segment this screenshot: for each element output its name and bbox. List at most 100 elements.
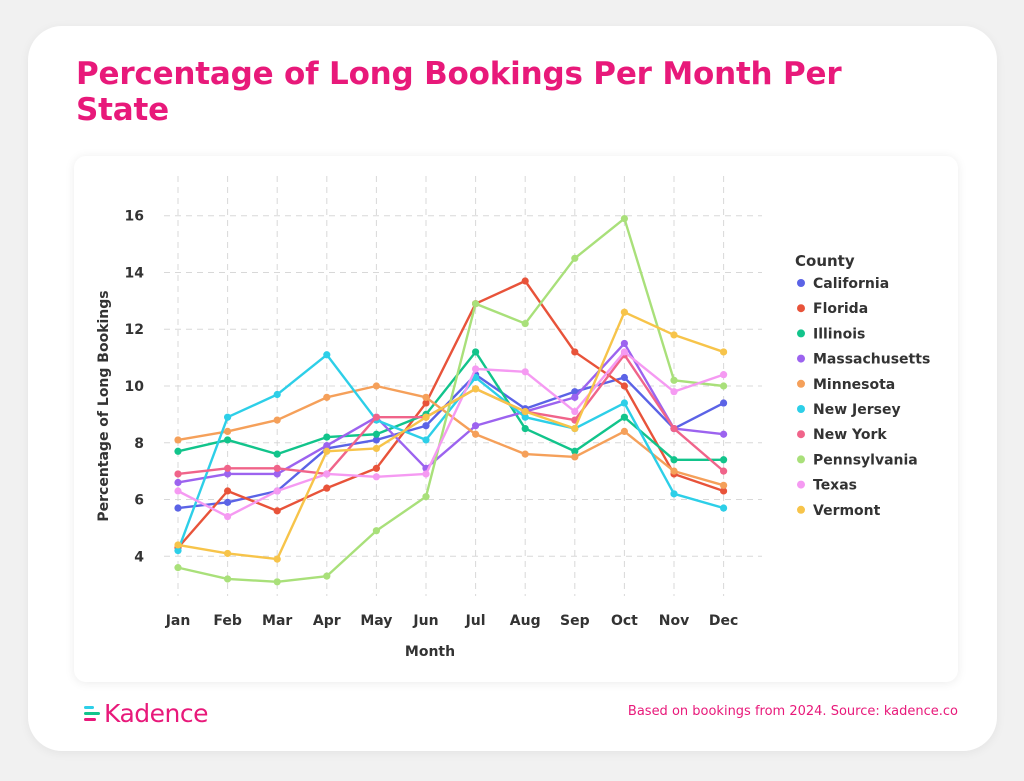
data-point-texas	[620, 348, 629, 356]
y-tick-label: 10	[125, 379, 145, 395]
data-point-illinois	[670, 456, 678, 464]
series-line-illinois	[177, 350, 724, 461]
data-point-massachusetts	[323, 441, 331, 450]
data-point-vermont	[571, 424, 579, 433]
data-point-minnesota	[174, 436, 182, 444]
legend-item: New York	[813, 427, 887, 443]
series-line-new-jersey	[176, 353, 724, 552]
x-tick-label: Nov	[659, 613, 689, 629]
data-point-california	[224, 498, 232, 506]
data-point-california	[372, 436, 380, 444]
legend-swatch	[797, 455, 805, 464]
data-point-new-jersey	[620, 399, 629, 407]
x-tick-label: Jan	[165, 613, 191, 629]
data-point-vermont	[472, 385, 480, 393]
data-point-massachusetts	[720, 430, 728, 438]
data-point-vermont	[224, 549, 232, 558]
data-point-florida	[372, 464, 380, 472]
data-point-pennsylvania	[422, 493, 430, 501]
legend-item: Pennsylvania	[813, 452, 918, 468]
y-tick-label: 6	[134, 493, 144, 509]
data-point-massachusetts	[472, 422, 480, 430]
data-point-vermont	[174, 541, 182, 549]
data-point-minnesota	[720, 481, 728, 489]
data-point-california	[571, 388, 579, 396]
data-point-new-york	[224, 464, 232, 472]
data-point-florida	[224, 487, 232, 495]
logo-text: Kadence	[104, 698, 209, 728]
data-point-massachusetts	[273, 470, 281, 478]
data-point-minnesota	[472, 430, 480, 438]
data-point-minnesota	[620, 427, 629, 436]
data-point-florida	[720, 487, 728, 495]
x-tick-label: Jul	[465, 613, 486, 629]
data-point-florida	[620, 382, 629, 390]
data-point-massachusetts	[571, 393, 579, 401]
data-point-new-york	[372, 413, 380, 421]
data-point-florida	[571, 348, 579, 356]
legend-swatch	[797, 304, 805, 313]
data-point-pennsylvania	[174, 564, 182, 572]
data-point-vermont	[422, 413, 430, 421]
data-point-illinois	[720, 456, 728, 464]
x-tick-label: Jun	[412, 613, 438, 629]
x-tick-label: Oct	[611, 613, 638, 629]
y-tick-label: 4	[134, 549, 144, 565]
data-point-new-jersey	[521, 413, 529, 421]
data-point-texas	[224, 512, 232, 521]
data-point-new-jersey	[174, 546, 182, 555]
data-point-texas	[323, 470, 331, 478]
data-point-pennsylvania	[372, 527, 380, 535]
legend-swatch	[797, 379, 805, 388]
data-point-minnesota	[422, 393, 430, 401]
data-point-new-york	[174, 470, 182, 478]
data-point-minnesota	[323, 393, 331, 401]
legend-swatch	[797, 354, 805, 363]
data-point-massachusetts	[224, 470, 232, 478]
series-line-massachusetts	[177, 342, 724, 484]
kadence-logo: Kadence	[84, 698, 209, 728]
logo-mark-icon	[84, 705, 102, 721]
data-point-new-jersey	[224, 413, 232, 421]
data-point-new-jersey	[422, 436, 430, 444]
data-point-vermont	[521, 407, 529, 416]
data-point-new-jersey	[273, 390, 281, 399]
y-tick-label: 16	[125, 209, 144, 225]
data-point-pennsylvania	[620, 214, 629, 223]
data-point-illinois	[571, 447, 579, 455]
data-point-texas	[670, 388, 678, 396]
data-point-new-jersey	[670, 490, 678, 498]
x-tick-label: May	[360, 613, 392, 629]
data-point-illinois	[521, 424, 529, 433]
legend-swatch	[797, 405, 805, 413]
legend-item: California	[813, 276, 889, 292]
data-point-illinois	[174, 447, 182, 455]
data-point-pennsylvania	[224, 575, 232, 583]
x-tick-label: Mar	[262, 613, 292, 629]
legend-item: Vermont	[813, 503, 881, 519]
data-point-california	[174, 504, 182, 512]
legend-item: New Jersey	[813, 402, 901, 418]
data-point-texas	[521, 368, 529, 376]
legend-swatch	[797, 329, 805, 338]
data-point-massachusetts	[620, 339, 629, 348]
data-point-texas	[571, 407, 579, 416]
legend-item: Massachusetts	[813, 352, 930, 368]
series-line-minnesota	[177, 384, 724, 487]
data-point-vermont	[323, 447, 331, 455]
data-point-illinois	[372, 430, 380, 438]
data-point-illinois	[323, 433, 331, 441]
data-point-massachusetts	[174, 478, 182, 487]
data-point-pennsylvania	[670, 376, 678, 384]
data-point-texas	[372, 473, 380, 481]
series-line-california	[177, 373, 725, 510]
data-point-florida	[323, 484, 331, 492]
data-point-new-jersey	[472, 373, 480, 382]
legend-swatch	[797, 505, 805, 514]
data-point-new-york	[273, 464, 281, 472]
legend-item: Minnesota	[813, 377, 895, 393]
legend-swatch	[797, 430, 805, 439]
y-tick-label: 12	[125, 322, 144, 338]
data-point-minnesota	[521, 450, 529, 458]
data-point-minnesota	[571, 453, 579, 461]
